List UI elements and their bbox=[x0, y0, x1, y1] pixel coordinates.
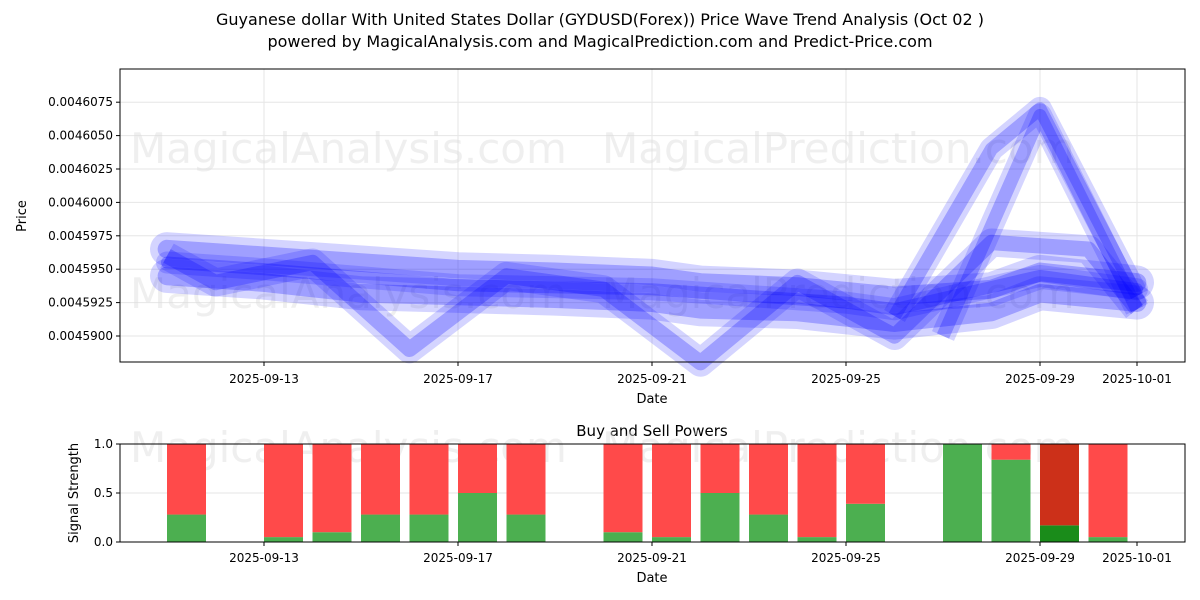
x-tick-label: 2025-09-17 bbox=[423, 551, 493, 565]
sell-bar bbox=[652, 444, 691, 538]
x-tick-label: 2025-09-13 bbox=[229, 551, 299, 565]
buy-bar bbox=[652, 537, 691, 542]
plot-frame bbox=[119, 68, 1186, 363]
buy-bar bbox=[749, 514, 788, 542]
sell-bar bbox=[312, 444, 352, 533]
price-wave-wave-spike-2 bbox=[932, 103, 1148, 341]
sell-bar bbox=[264, 444, 303, 538]
x-axis-label: Date bbox=[636, 571, 667, 586]
x-tick-label: 2025-09-17 bbox=[423, 372, 493, 386]
watermark: MagicalAnalysis.com bbox=[130, 124, 567, 173]
sell-bar bbox=[458, 444, 497, 493]
price-wave-wave-spike-1 bbox=[888, 102, 1143, 320]
buy-bar bbox=[361, 514, 400, 542]
chart-title: Guyanese dollar With United States Dolla… bbox=[216, 10, 984, 29]
x-tick-label: 2025-09-21 bbox=[617, 372, 687, 386]
buy-bar bbox=[1040, 525, 1079, 542]
sell-bar bbox=[506, 444, 546, 515]
x-tick-label: 2025-10-01 bbox=[1102, 551, 1172, 565]
price-wave-wave-upper bbox=[157, 239, 1147, 306]
x-tick-label: 2025-10-01 bbox=[1102, 372, 1172, 386]
price-wave-wave-lower bbox=[150, 258, 1154, 340]
sell-bar bbox=[409, 444, 449, 515]
y-tick-label: 0.0046025 bbox=[48, 162, 113, 176]
x-tick-label: 2025-09-13 bbox=[229, 372, 299, 386]
sell-bar bbox=[361, 444, 400, 515]
sell-bar bbox=[991, 444, 1031, 460]
y-tick-label: 1.0 bbox=[94, 437, 113, 451]
x-tick-label: 2025-09-21 bbox=[617, 551, 687, 565]
buy-bar bbox=[797, 537, 837, 542]
x-tick-label: 2025-09-29 bbox=[1005, 372, 1075, 386]
sell-bar bbox=[1088, 444, 1128, 538]
sell-bar bbox=[167, 444, 206, 515]
x-tick-label: 2025-09-25 bbox=[811, 551, 881, 565]
buy-bar bbox=[603, 532, 643, 542]
y-tick-label: 0.0046000 bbox=[48, 195, 113, 209]
y-tick-label: 0.0045975 bbox=[48, 229, 113, 243]
price-wave-wave-spike-1 bbox=[884, 96, 1148, 322]
price-wave-wave-spike-2 bbox=[936, 108, 1143, 339]
plot-frame bbox=[119, 443, 1186, 543]
y-tick-label: 0.0045925 bbox=[48, 296, 113, 310]
y-tick-label: 0.0046050 bbox=[48, 129, 113, 143]
price-wave-wave-wavy bbox=[163, 234, 1143, 371]
buy-bar bbox=[409, 514, 449, 542]
y-tick-label: 0.5 bbox=[94, 486, 113, 500]
x-tick-label: 2025-09-29 bbox=[1005, 551, 1075, 565]
price-wave-wave-upper bbox=[150, 232, 1154, 313]
y-tick-label: 0.0 bbox=[94, 535, 113, 549]
buy-bar bbox=[506, 514, 546, 542]
buy-bar bbox=[167, 514, 206, 542]
x-axis-label: Date bbox=[636, 392, 667, 407]
price-wave-wave-mid bbox=[156, 251, 1148, 321]
bar-chart-title: Buy and Sell Powers bbox=[576, 422, 728, 440]
sell-bar bbox=[700, 444, 740, 493]
buy-bar bbox=[700, 493, 740, 542]
buy-bar bbox=[991, 459, 1031, 542]
price-wave-wave-mid bbox=[160, 256, 1144, 316]
buy-bar bbox=[943, 444, 982, 542]
x-tick-label: 2025-09-25 bbox=[811, 372, 881, 386]
buy-bar bbox=[846, 503, 885, 542]
buy-bar bbox=[458, 493, 497, 542]
y-axis-label: Signal Strength bbox=[67, 443, 82, 543]
sell-bar bbox=[603, 444, 643, 533]
buy-bar bbox=[1088, 537, 1128, 542]
y-tick-label: 0.0045900 bbox=[48, 329, 113, 343]
watermark: MagicalPrediction.com bbox=[602, 269, 1075, 318]
price-wave-wave-lower bbox=[157, 266, 1147, 332]
sell-bar bbox=[797, 444, 837, 538]
watermark: MagicalAnalysis.com bbox=[130, 269, 567, 318]
sell-bar bbox=[846, 444, 885, 504]
sell-bar bbox=[749, 444, 788, 515]
chart-subtitle: powered by MagicalAnalysis.com and Magic… bbox=[267, 32, 933, 51]
y-tick-label: 0.0045950 bbox=[48, 262, 113, 276]
y-axis-label: Price bbox=[15, 200, 30, 232]
sell-bar bbox=[1040, 444, 1079, 526]
buy-bar bbox=[312, 532, 352, 542]
price-wave-wave-wavy bbox=[160, 228, 1148, 377]
watermark: MagicalPrediction.com bbox=[602, 124, 1075, 173]
buy-bar bbox=[264, 537, 303, 542]
y-tick-label: 0.0046075 bbox=[48, 95, 113, 109]
